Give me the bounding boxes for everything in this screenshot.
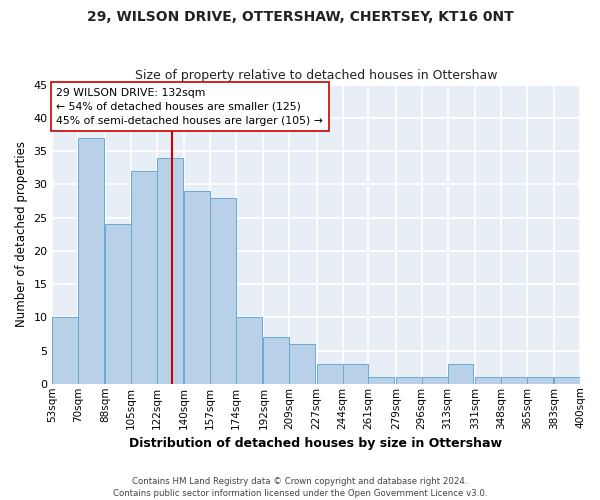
Text: 29, WILSON DRIVE, OTTERSHAW, CHERTSEY, KT16 0NT: 29, WILSON DRIVE, OTTERSHAW, CHERTSEY, K… xyxy=(86,10,514,24)
Bar xyxy=(184,191,210,384)
Text: Contains HM Land Registry data © Crown copyright and database right 2024.
Contai: Contains HM Land Registry data © Crown c… xyxy=(113,476,487,498)
Bar xyxy=(78,138,104,384)
Bar xyxy=(236,318,262,384)
Bar xyxy=(448,364,473,384)
Y-axis label: Number of detached properties: Number of detached properties xyxy=(15,141,28,327)
Bar xyxy=(289,344,315,384)
Bar xyxy=(501,377,527,384)
Bar xyxy=(368,377,394,384)
Bar xyxy=(210,198,236,384)
X-axis label: Distribution of detached houses by size in Ottershaw: Distribution of detached houses by size … xyxy=(130,437,502,450)
Bar xyxy=(475,377,501,384)
Bar xyxy=(396,377,422,384)
Bar xyxy=(52,318,78,384)
Bar xyxy=(105,224,131,384)
Bar xyxy=(554,377,580,384)
Bar xyxy=(527,377,553,384)
Bar xyxy=(131,171,157,384)
Bar xyxy=(317,364,343,384)
Bar xyxy=(157,158,183,384)
Bar xyxy=(343,364,368,384)
Bar xyxy=(263,337,289,384)
Bar xyxy=(422,377,448,384)
Text: 29 WILSON DRIVE: 132sqm
← 54% of detached houses are smaller (125)
45% of semi-d: 29 WILSON DRIVE: 132sqm ← 54% of detache… xyxy=(56,88,323,126)
Title: Size of property relative to detached houses in Ottershaw: Size of property relative to detached ho… xyxy=(134,69,497,82)
